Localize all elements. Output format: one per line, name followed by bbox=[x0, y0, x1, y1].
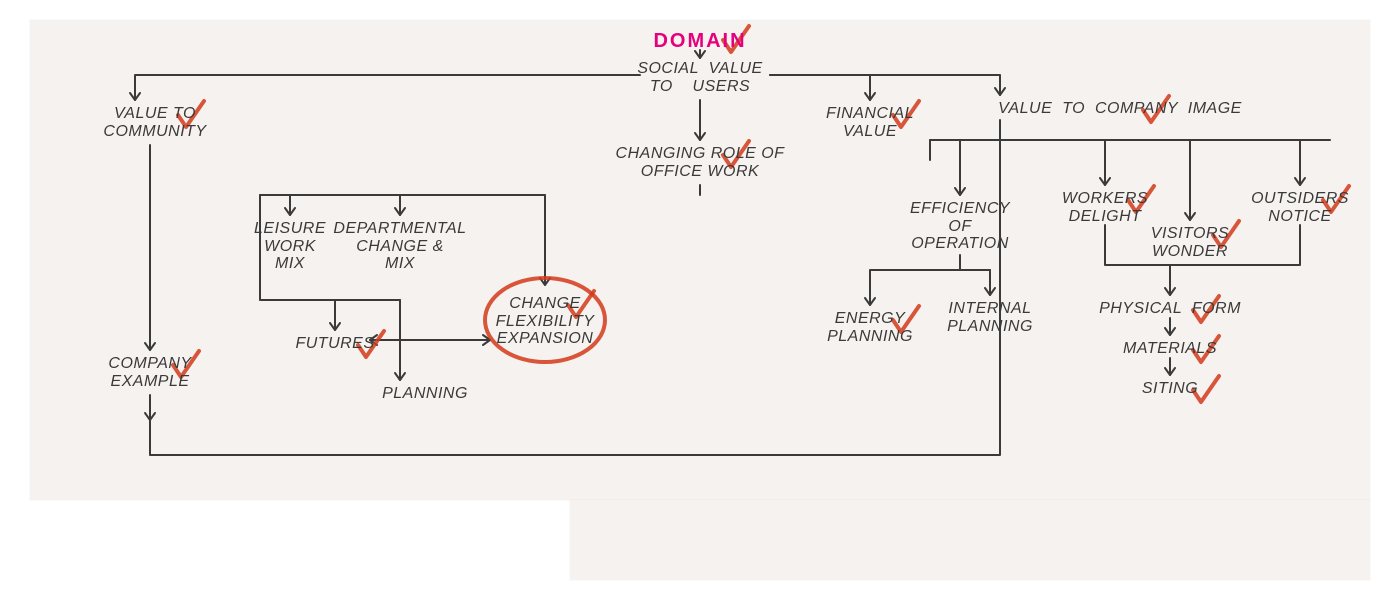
node-social-value: SOCIAL VALUE TO USERS bbox=[637, 60, 762, 95]
node-outsiders-notice: OUTSIDERS NOTICE bbox=[1251, 190, 1349, 225]
node-physical-form: PHYSICAL FORM bbox=[1099, 300, 1241, 318]
node-dept-change: DEPARTMENTAL CHANGE & MIX bbox=[333, 220, 466, 273]
node-planning: PLANNING bbox=[382, 385, 468, 403]
node-financial-value: FINANCIAL VALUE bbox=[826, 105, 914, 140]
diagram-stage: DOMAIN SOCIAL VALUE TO USERS CHANGING ROLE… bbox=[0, 0, 1400, 606]
node-siting: SITING bbox=[1142, 380, 1198, 398]
node-internal-planning: INTERNAL PLANNING bbox=[947, 300, 1033, 335]
paper-region bbox=[570, 500, 1370, 580]
node-company-example: COMPANY EXAMPLE bbox=[108, 355, 191, 390]
node-change-flex: CHANGE FLEXIBILITY EXPANSION bbox=[496, 295, 595, 348]
node-energy-planning: ENERGY PLANNING bbox=[827, 310, 913, 345]
node-efficiency: EFFICIENCY OF OPERATION bbox=[910, 200, 1010, 253]
node-futures: FUTURES bbox=[295, 335, 374, 353]
node-leisure-mix: LEISURE WORK MIX bbox=[254, 220, 326, 273]
node-materials: MATERIALS bbox=[1123, 340, 1217, 358]
node-domain: DOMAIN bbox=[653, 30, 746, 52]
node-visitors-wonder: VISITORS WONDER bbox=[1151, 225, 1229, 260]
node-value-company-image: VALUE TO COMPANY IMAGE bbox=[998, 100, 1242, 118]
node-changing-role: CHANGING ROLE OF OFFICE WORK bbox=[616, 145, 785, 180]
node-value-community: VALUE TO COMMUNITY bbox=[103, 105, 206, 140]
node-workers-delight: WORKERS DELIGHT bbox=[1062, 190, 1148, 225]
